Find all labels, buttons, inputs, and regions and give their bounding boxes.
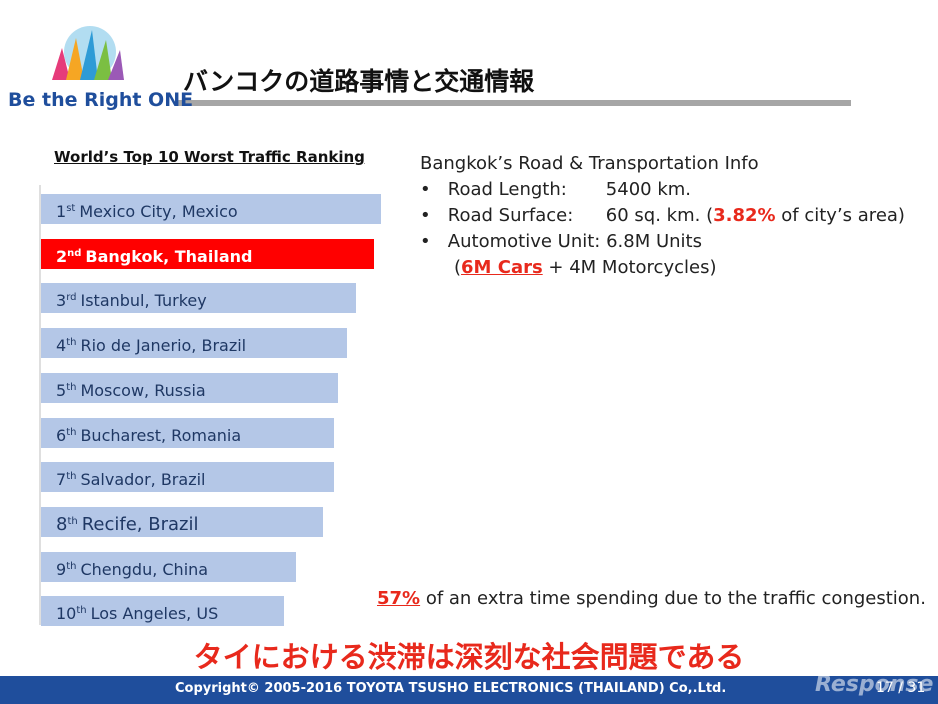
city: Istanbul, Turkey <box>80 291 207 311</box>
highlight: 6M Cars <box>461 257 543 278</box>
value: + 4M Motorcycles) <box>548 257 717 278</box>
rank: 4 <box>56 336 67 356</box>
rank-suffix: th <box>67 515 78 527</box>
rank: 2 <box>56 246 68 266</box>
page-number: 17 / 31 <box>876 680 926 696</box>
watermark: Response <box>815 672 934 697</box>
ranking-bar: 4th Rio de Janerio, Brazil <box>41 328 347 359</box>
city: Los Angeles, US <box>90 604 219 624</box>
rank-suffix: th <box>66 426 77 438</box>
rank-suffix: th <box>66 337 77 349</box>
rank-suffix: th <box>66 471 77 483</box>
rank-suffix: nd <box>67 247 82 259</box>
note: 57% of an extra time spending due to the… <box>377 588 926 609</box>
rank: 1 <box>56 202 67 221</box>
rank-suffix: th <box>66 381 77 393</box>
rank: 10 <box>56 604 77 624</box>
ranking-bar: 5th Moscow, Russia <box>41 372 338 403</box>
rank-suffix: st <box>66 203 76 214</box>
value: of city’s area) <box>781 205 905 226</box>
ranking-bar: 3rd Istanbul, Turkey <box>41 283 356 314</box>
ranking-bar: 7th Salvador, Brazil <box>41 462 334 493</box>
rank-suffix: th <box>76 605 87 617</box>
bullet-cont: (6M Cars + 4M Motorcycles) <box>420 255 916 281</box>
rank: 9 <box>56 559 67 579</box>
ranking-bar: 9th Chengdu, China <box>41 551 296 582</box>
paren: ( <box>454 257 462 278</box>
ranking-bar: 2nd Bangkok, Thailand <box>41 238 374 269</box>
info-heading: Bangkok’s Road & Transportation Info <box>420 153 759 174</box>
conclusion: タイにおける渋滞は深刻な社会問題である <box>193 640 745 674</box>
rank-suffix: th <box>66 560 77 572</box>
city: Bangkok, Thailand <box>85 246 253 266</box>
city: Rio de Janerio, Brazil <box>80 336 247 356</box>
ranking-bar: 10th Los Angeles, US <box>41 596 284 627</box>
bullet: • Road Length: 5400 km. <box>420 177 916 203</box>
value: Automotive Unit: 6.8M Units <box>447 231 702 252</box>
value: 5400 km. <box>605 179 692 200</box>
city: Salvador, Brazil <box>80 470 206 490</box>
rank: 8 <box>56 513 68 535</box>
value: 60 sq. km. ( <box>605 205 714 226</box>
copyright: Copyright© 2005-2016 TOYOTA TSUSHO ELECT… <box>175 681 727 696</box>
city: Recife, Brazil <box>81 513 199 535</box>
slide-title: バンコクの道路事情と交通情報 <box>183 67 535 96</box>
logo-text: Be the Right ONE <box>8 89 194 111</box>
highlight: 57% <box>377 588 421 609</box>
ranking-bar: 6th Bucharest, Romania <box>41 417 334 448</box>
bullet: • Road Surface: 60 sq. km. (3.82% of city… <box>420 203 916 229</box>
rank-suffix: rd <box>66 292 77 304</box>
label: Road Surface: <box>447 205 574 226</box>
ranking-title: World’s Top 10 Worst Traffic Ranking <box>54 148 365 166</box>
city: Chengdu, China <box>80 559 209 579</box>
rank: 6 <box>56 425 67 445</box>
city: Mexico City, Mexico <box>79 202 238 221</box>
city: Bucharest, Romania <box>80 425 242 445</box>
note-text: of an extra time spending due to the tra… <box>425 588 926 609</box>
info-block: Bangkok’s Road & Transportation Info • R… <box>420 151 916 281</box>
highlight: 3.82% <box>713 205 776 226</box>
label: Road Length: <box>447 179 567 200</box>
rank: 7 <box>56 470 67 490</box>
ranking-bar: 8th Recife, Brazil <box>41 506 323 537</box>
city: Moscow, Russia <box>80 380 206 400</box>
ranking-bar: 1st Mexico City, Mexico <box>41 194 381 224</box>
rank: 5 <box>56 380 67 400</box>
rank: 3 <box>56 291 67 311</box>
bullet: • Automotive Unit: 6.8M Units <box>420 231 702 252</box>
